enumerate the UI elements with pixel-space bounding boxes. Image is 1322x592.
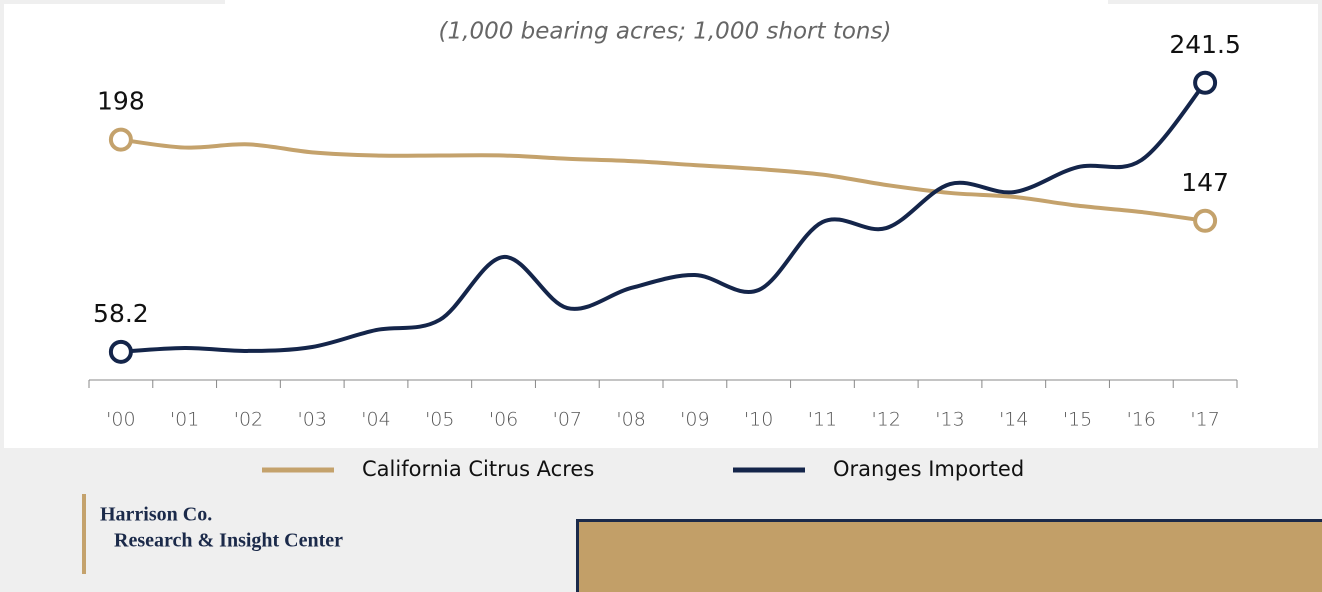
title-gap [225,0,1108,6]
x-tick-label: '01 [170,409,199,431]
end-marker [1193,208,1218,233]
x-tick-label: '04 [361,409,390,431]
x-tick-label: '02 [234,409,263,431]
footer-panel [576,519,1322,592]
x-tick-label: '03 [298,409,327,431]
end-marker [108,339,133,364]
x-tick-label: '17 [1190,409,1219,431]
footer-org: Harrison Co. [100,504,212,526]
x-tick-label: '00 [106,409,135,431]
x-tick-label: '15 [1063,409,1092,431]
series-line [120,137,1206,223]
chart-panel [4,4,1318,448]
data-label: 241.5 [1169,30,1241,59]
data-label: 198 [97,87,145,116]
legend-label: Oranges Imported [833,457,1024,481]
x-tick-label: '06 [489,409,518,431]
x-tick-label: '08 [616,409,645,431]
legend-label: California Citrus Acres [362,457,594,481]
data-label: 58.2 [93,299,149,328]
footer-unit: Research & Insight Center [114,530,343,552]
end-marker [1193,70,1218,95]
x-tick-label: '09 [680,409,709,431]
x-tick-label: '05 [425,409,454,431]
x-tick-label: '16 [1127,409,1156,431]
x-tick-label: '12 [872,409,901,431]
series-line [120,81,1207,354]
end-marker [108,127,133,152]
x-tick-label: '10 [744,409,773,431]
footer-accent [82,494,86,574]
x-tick-label: '11 [808,409,837,431]
chart-subtitle: (1,000 bearing acres; 1,000 short tons) [439,19,892,45]
x-tick-label: '13 [935,409,964,431]
x-tick-label: '07 [553,409,582,431]
data-label: 147 [1181,168,1229,197]
x-tick-label: '14 [999,409,1028,431]
